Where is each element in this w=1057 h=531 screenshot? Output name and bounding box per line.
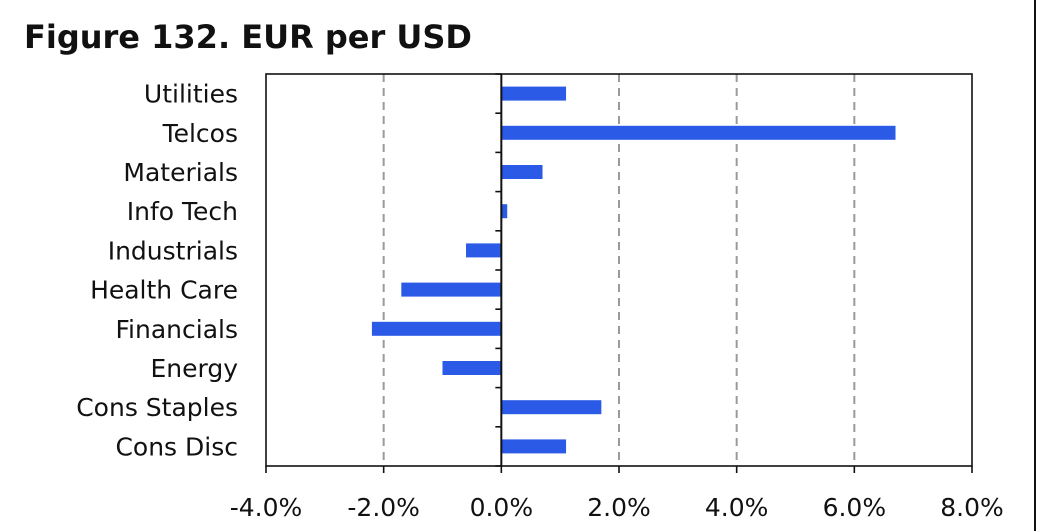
bar-cons-staples — [501, 400, 602, 415]
bar-utilities — [501, 86, 567, 101]
x-tick-label: 0.0% — [470, 493, 534, 522]
category-label: Telcos — [162, 119, 238, 148]
bar-energy — [442, 361, 502, 375]
x-tick-label: 6.0% — [823, 493, 887, 522]
bar-industrials — [466, 243, 502, 258]
bar-financials — [371, 321, 502, 336]
bar-cons-disc — [501, 439, 567, 454]
category-label: Energy — [150, 354, 238, 383]
axes — [265, 73, 973, 473]
bars — [371, 86, 896, 454]
category-label: Health Care — [90, 276, 238, 305]
chart-title: Figure 132. EUR per USD — [24, 18, 472, 56]
bar-info-tech — [501, 204, 508, 219]
category-label: Cons Staples — [76, 393, 238, 422]
category-label: Industrials — [108, 236, 238, 265]
x-tick-label: 2.0% — [587, 493, 651, 522]
bar-materials — [501, 165, 543, 179]
bar-health-care — [401, 282, 502, 297]
x-tick-label: -4.0% — [230, 493, 303, 522]
x-tick-label: -2.0% — [347, 493, 420, 522]
bar-telcos — [501, 125, 896, 140]
category-label: Info Tech — [127, 197, 238, 226]
category-label: Materials — [123, 158, 238, 187]
category-label: Financials — [116, 315, 239, 344]
x-tick-label: 8.0% — [940, 493, 1004, 522]
page-border-rule — [1034, 0, 1036, 531]
category-label: Cons Disc — [115, 432, 238, 461]
category-labels: Utilities Telcos Materials Info Tech Industr… — [76, 80, 238, 462]
gridlines — [382, 74, 856, 466]
x-tick-labels: -4.0% -2.0% 0.0% 2.0% 4.0% 6.0% 8.0% — [230, 493, 1004, 522]
x-tick-label: 4.0% — [705, 493, 769, 522]
category-label: Utilities — [144, 80, 238, 109]
